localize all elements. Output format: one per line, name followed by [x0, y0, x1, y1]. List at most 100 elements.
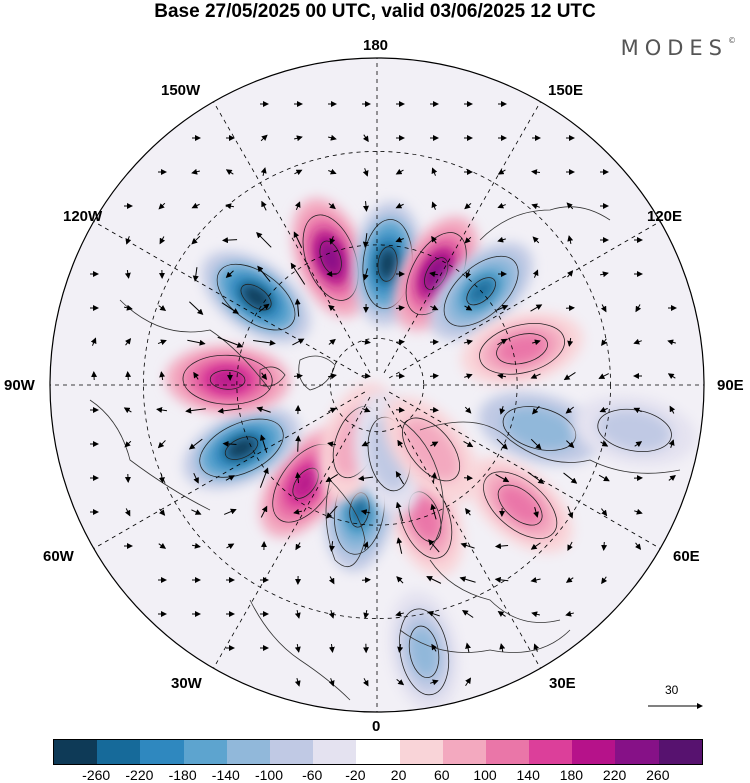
wind-arrow — [159, 508, 166, 516]
anomaly-contour — [409, 626, 439, 678]
wind-arrow — [187, 339, 206, 346]
anomaly-contour — [377, 246, 398, 282]
contour-line — [483, 471, 558, 539]
wind-arrow — [191, 509, 202, 515]
lon-label-30w: 30W — [171, 675, 202, 692]
wind-arrow — [295, 435, 302, 452]
negative-anomaly — [183, 407, 300, 489]
positive-anomaly — [467, 457, 573, 553]
colorbar-tick-label: 60 — [434, 767, 450, 783]
wind-arrow — [395, 610, 404, 617]
lon-label-120e: 120E — [647, 208, 683, 225]
wind-arrow — [327, 441, 337, 448]
wind-arrow — [667, 339, 676, 346]
wind-vectors — [90, 101, 677, 687]
wind-arrow — [125, 338, 132, 346]
wind-arrow — [600, 440, 609, 447]
colorbar-swatch — [658, 740, 702, 764]
lon-label-90w: 90W — [4, 377, 35, 394]
wind-arrow — [328, 304, 336, 311]
wind-arrow — [224, 508, 237, 515]
wind-arrow — [668, 439, 675, 448]
wind-arrow — [260, 134, 268, 142]
wind-arrow — [459, 576, 476, 583]
contour-line — [377, 246, 398, 282]
wind-arrow — [431, 643, 438, 652]
wind-arrow — [563, 372, 576, 381]
contour-line — [199, 418, 284, 478]
wind-arrow — [600, 304, 607, 313]
wind-arrow — [496, 304, 509, 311]
contour-line — [408, 625, 440, 678]
wind-arrow — [258, 303, 270, 313]
wind-arrow — [362, 233, 369, 248]
wind-arrow — [465, 507, 472, 516]
colorbar-tick-label: 20 — [390, 767, 407, 783]
wind-arrow — [221, 237, 238, 244]
wind-arrow — [530, 542, 541, 550]
wind-arrow — [157, 440, 166, 449]
wind-arrow — [293, 231, 303, 248]
wind-arrow — [567, 541, 573, 551]
wind-arrow — [362, 406, 371, 413]
anomaly-field — [165, 198, 696, 712]
wind-arrow — [601, 541, 608, 551]
wind-arrow — [634, 441, 643, 448]
contour-line — [224, 436, 259, 460]
wind-arrow — [157, 339, 167, 346]
wind-arrow — [497, 202, 506, 209]
wind-arrow — [635, 304, 642, 313]
wind-arrow — [598, 373, 609, 379]
graticule — [50, 58, 704, 712]
wind-arrow — [463, 440, 474, 448]
wind-arrow — [532, 269, 539, 278]
positive-anomaly — [461, 312, 583, 386]
colorbar-swatch — [54, 740, 98, 764]
wind-arrow — [497, 236, 506, 243]
wind-arrow — [259, 434, 268, 453]
modes-logo: MODES© — [621, 36, 736, 60]
wind-arrow — [533, 643, 540, 652]
contour-line — [424, 257, 449, 291]
colorbar-tick-label: -260 — [82, 767, 111, 783]
wind-arrow — [396, 678, 405, 686]
wind-arrow — [124, 440, 132, 448]
wind-arrow — [396, 576, 404, 584]
wind-arrow — [328, 203, 336, 210]
wind-arrow — [260, 505, 268, 518]
wind-arrow — [123, 407, 132, 414]
colorbar-swatch — [313, 740, 357, 764]
anomaly-contour — [240, 284, 272, 310]
wind-arrow — [601, 508, 608, 517]
wind-arrow — [362, 268, 369, 281]
wind-arrow — [293, 508, 303, 515]
wind-arrow — [430, 503, 437, 520]
wind-arrow — [395, 501, 404, 522]
wind-arrow — [90, 337, 97, 346]
wind-arrow — [599, 406, 608, 413]
colorbar-tick-label: -180 — [168, 767, 197, 783]
anomaly-contour — [597, 409, 672, 452]
brand-mark: © — [728, 36, 736, 45]
wind-arrow — [290, 262, 306, 285]
lon-label-60w: 60W — [43, 548, 74, 565]
contour-line — [399, 608, 450, 696]
wind-arrow — [497, 611, 506, 617]
wind-arrow — [531, 169, 541, 176]
wind-arrow — [531, 203, 540, 210]
wind-arrow — [293, 373, 303, 380]
wind-arrow — [124, 269, 131, 279]
wind-arrow — [193, 473, 199, 484]
wind-arrow — [357, 475, 374, 482]
wind-arrow — [328, 134, 337, 141]
wind-arrow — [669, 405, 676, 414]
positive-anomaly — [292, 198, 370, 318]
wind-arrow — [496, 438, 508, 450]
wind-arrow — [395, 305, 405, 312]
wind-arrow — [328, 168, 337, 175]
lon-label-90e: 90E — [717, 377, 744, 394]
wind-arrow — [191, 202, 200, 209]
wind-arrow — [193, 371, 200, 380]
latitude-circle — [236, 244, 518, 526]
negative-anomaly — [573, 395, 696, 466]
